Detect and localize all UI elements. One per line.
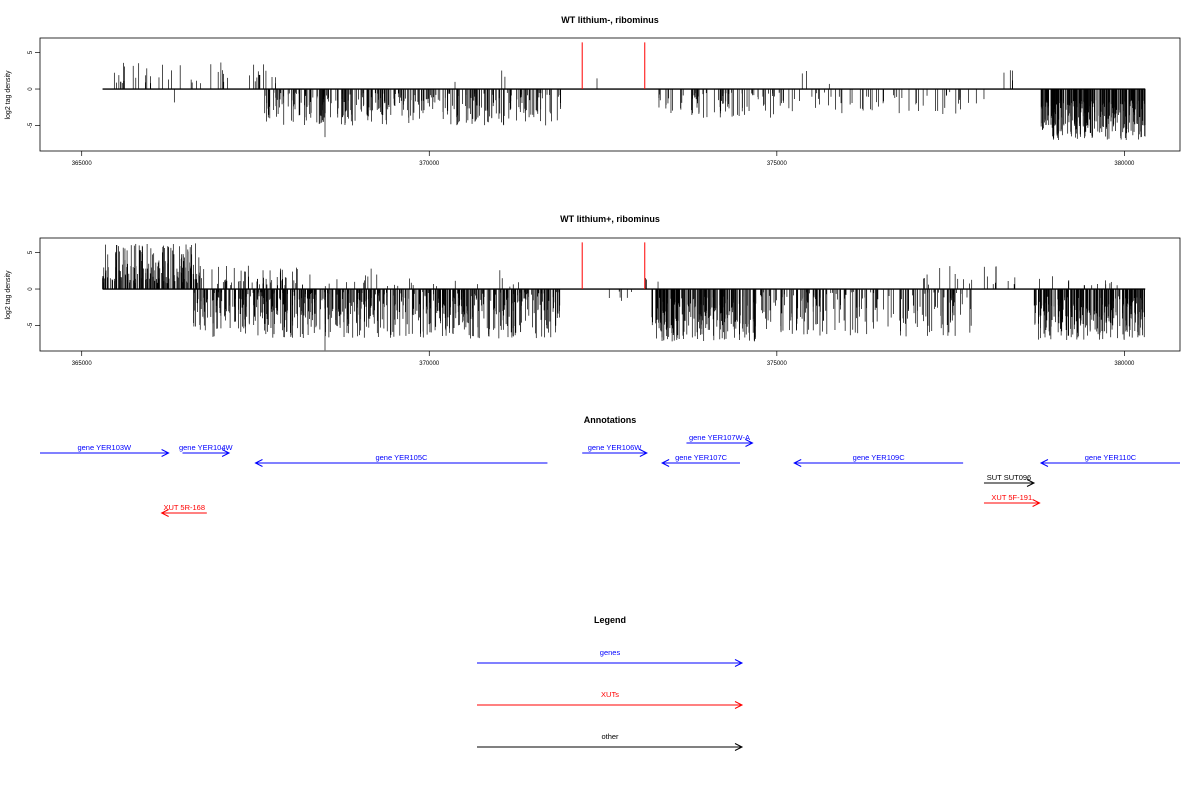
legend-items: genes XUTs other — [477, 648, 744, 751]
x-tick-label: 370000 — [419, 361, 440, 367]
plot-frame — [39, 37, 1181, 152]
feature-arrow — [160, 509, 207, 517]
y-tick-label: 5 — [28, 50, 34, 54]
feature-arrow — [40, 449, 170, 457]
x-tick-label: 365000 — [72, 161, 93, 167]
signal-bars — [102, 42, 1146, 141]
legend-title: Legend — [594, 615, 626, 625]
plot-frame — [39, 237, 1181, 352]
feature-label: XUT 5R-168 — [163, 503, 205, 512]
x-tick-label: 375000 — [767, 361, 788, 367]
legend-arrow — [477, 743, 744, 751]
x-tick-label: 375000 — [767, 161, 788, 167]
legend: Legend genes XUTs other — [477, 615, 744, 751]
axes: 365000 370000 375000 380000 5 0 -5 — [28, 250, 1135, 367]
y-tick-label: -5 — [28, 322, 34, 328]
feature-label: gene YER110C — [1085, 453, 1137, 462]
feature-arrow — [686, 439, 754, 447]
feature-arrow — [582, 449, 648, 457]
annotations-title: Annotations — [584, 415, 637, 425]
legend-label: XUTs — [601, 690, 619, 699]
feature-label: gene YER107W-A — [689, 433, 750, 442]
legend-arrow — [477, 701, 744, 709]
panel-title: WT lithium+, ribominus — [560, 214, 660, 224]
x-tick-label: 370000 — [419, 161, 440, 167]
panel-lithium-minus: WT lithium-, ribominus log2 tag density … — [5, 15, 1181, 167]
feature-arrow — [983, 479, 1036, 487]
y-axis-label: log2 tag density — [5, 70, 12, 120]
axes: 365000 370000 375000 380000 5 0 -5 — [28, 50, 1135, 167]
panel-lithium-plus: WT lithium+, ribominus log2 tag density … — [5, 214, 1181, 367]
feature-arrows: gene YER103W gene YER104W gene YER105C gene… — [40, 433, 1180, 517]
feature-arrow — [983, 499, 1041, 507]
panel-title: WT lithium-, ribominus — [561, 15, 659, 25]
feature-label: gene YER109C — [853, 453, 906, 462]
x-tick-label: 380000 — [1114, 361, 1135, 367]
feature-arrow — [793, 459, 964, 467]
feature-label: gene YER103W — [77, 443, 132, 452]
feature-label: XUT 5F-191 — [991, 493, 1032, 502]
feature-arrow — [1039, 459, 1180, 467]
feature-label: gene YER104W — [179, 443, 234, 452]
x-tick-label: 380000 — [1114, 161, 1135, 167]
y-tick-label: -5 — [28, 122, 34, 128]
feature-arrow — [254, 459, 548, 467]
feature-label: gene YER107C — [675, 453, 728, 462]
legend-label: genes — [600, 648, 621, 657]
y-tick-label: 0 — [28, 287, 34, 291]
feature-label: gene YER106W — [588, 443, 643, 452]
legend-label: other — [601, 732, 619, 741]
feature-arrow — [661, 459, 740, 467]
signal-bars — [102, 242, 1146, 351]
feature-label: gene YER105C — [375, 453, 428, 462]
feature-arrow — [182, 449, 231, 457]
y-axis-label: log2 tag density — [5, 270, 12, 320]
legend-arrow — [477, 659, 744, 667]
x-tick-label: 365000 — [72, 361, 93, 367]
annotations-track: Annotations gene YER103W gene YER104Wgene… — [40, 415, 1180, 517]
y-tick-label: 0 — [28, 87, 34, 91]
feature-label: SUT SUT096 — [987, 473, 1031, 482]
y-tick-label: 5 — [28, 250, 34, 254]
